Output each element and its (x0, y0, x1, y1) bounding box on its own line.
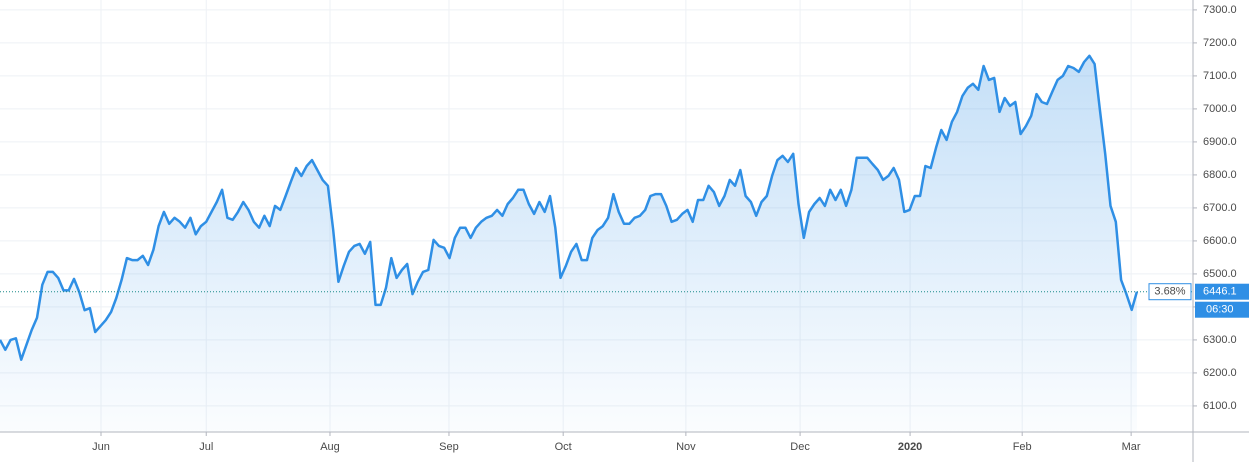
x-tick-label: Mar (1122, 441, 1141, 453)
y-tick-label: 7300.0 (1203, 4, 1237, 16)
axes: 6100.06200.06300.06400.06500.06600.06700… (92, 4, 1249, 453)
y-tick-label: 6800.0 (1203, 169, 1237, 181)
y-tick-label: 7100.0 (1203, 70, 1237, 82)
y-tick-label: 6100.0 (1203, 400, 1237, 412)
x-tick-label: Jul (199, 441, 213, 453)
x-tick-label: Dec (790, 441, 810, 453)
y-tick-label: 6700.0 (1203, 202, 1237, 214)
change-label: 3.68% (1154, 286, 1185, 298)
y-tick-label: 7200.0 (1203, 37, 1237, 49)
y-tick-label: 6200.0 (1203, 367, 1237, 379)
price-line (0, 54, 1139, 361)
time-label: 06:30 (1206, 304, 1234, 316)
y-tick-label: 6500.0 (1203, 268, 1237, 280)
x-tick-label: Oct (555, 441, 572, 453)
x-tick-label: Feb (1013, 441, 1032, 453)
time-badge (1195, 301, 1249, 318)
x-tick-label: 2020 (898, 441, 922, 453)
plot (0, 54, 1193, 433)
last-price-label: 6446.1 (1203, 286, 1237, 298)
area (0, 55, 1137, 433)
change-badge (1148, 283, 1192, 301)
y-tick-label: 6900.0 (1203, 136, 1237, 148)
x-tick-label: Aug (320, 441, 340, 453)
y-tick-label: 6300.0 (1203, 334, 1237, 346)
x-tick-label: Jun (92, 441, 110, 453)
y-tick-label: 7000.0 (1203, 103, 1237, 115)
y-tick-label: 6600.0 (1203, 235, 1237, 247)
x-tick-label: Sep (439, 441, 459, 453)
last-price-badge (1195, 283, 1249, 300)
x-tick-label: Nov (676, 441, 696, 453)
